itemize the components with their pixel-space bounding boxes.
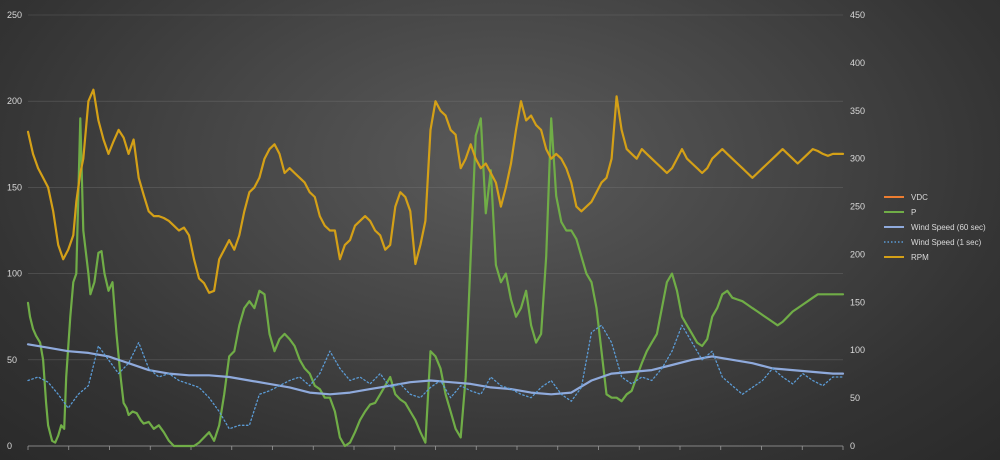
right-tick-label: 350 (850, 106, 865, 116)
left-tick-label: 250 (7, 10, 22, 20)
legend-label-wind-speed-60-sec: Wind Speed (60 sec) (911, 223, 986, 232)
axes: 0 50 100 150 200 250 0 50 100 150 200 250 300 350 400 4… (7, 10, 865, 451)
right-tick-label: 200 (850, 249, 865, 259)
left-tick-label: 0 (7, 441, 12, 451)
right-tick-label: 0 (850, 441, 855, 451)
left-tick-label: 50 (7, 355, 17, 365)
left-tick-label: 100 (7, 269, 22, 279)
right-tick-label: 50 (850, 393, 860, 403)
series-line-wind-speed-60-sec (26, 343, 845, 396)
legend-label-rpm: RPM (911, 253, 929, 262)
series-lines (26, 88, 845, 448)
right-tick-label: 400 (850, 58, 865, 68)
right-tick-label: 450 (850, 10, 865, 20)
legend-label-p: P (911, 208, 916, 217)
series-line-p (26, 117, 845, 448)
right-tick-label: 150 (850, 297, 865, 307)
legend-label-wind-speed-1-sec: Wind Speed (1 sec) (911, 238, 982, 247)
left-tick-label: 150 (7, 182, 22, 192)
series-line-rpm (26, 88, 845, 294)
right-tick-label: 300 (850, 154, 865, 164)
series-line-wind-speed-1-sec (27, 324, 844, 430)
legend: VDC P Wind Speed (60 sec) Wind Speed (1 sec… (884, 193, 986, 262)
legend-label-vdc: VDC (911, 193, 928, 202)
right-tick-label: 100 (850, 345, 865, 355)
right-tick-label: 250 (850, 202, 865, 212)
left-tick-label: 200 (7, 96, 22, 106)
